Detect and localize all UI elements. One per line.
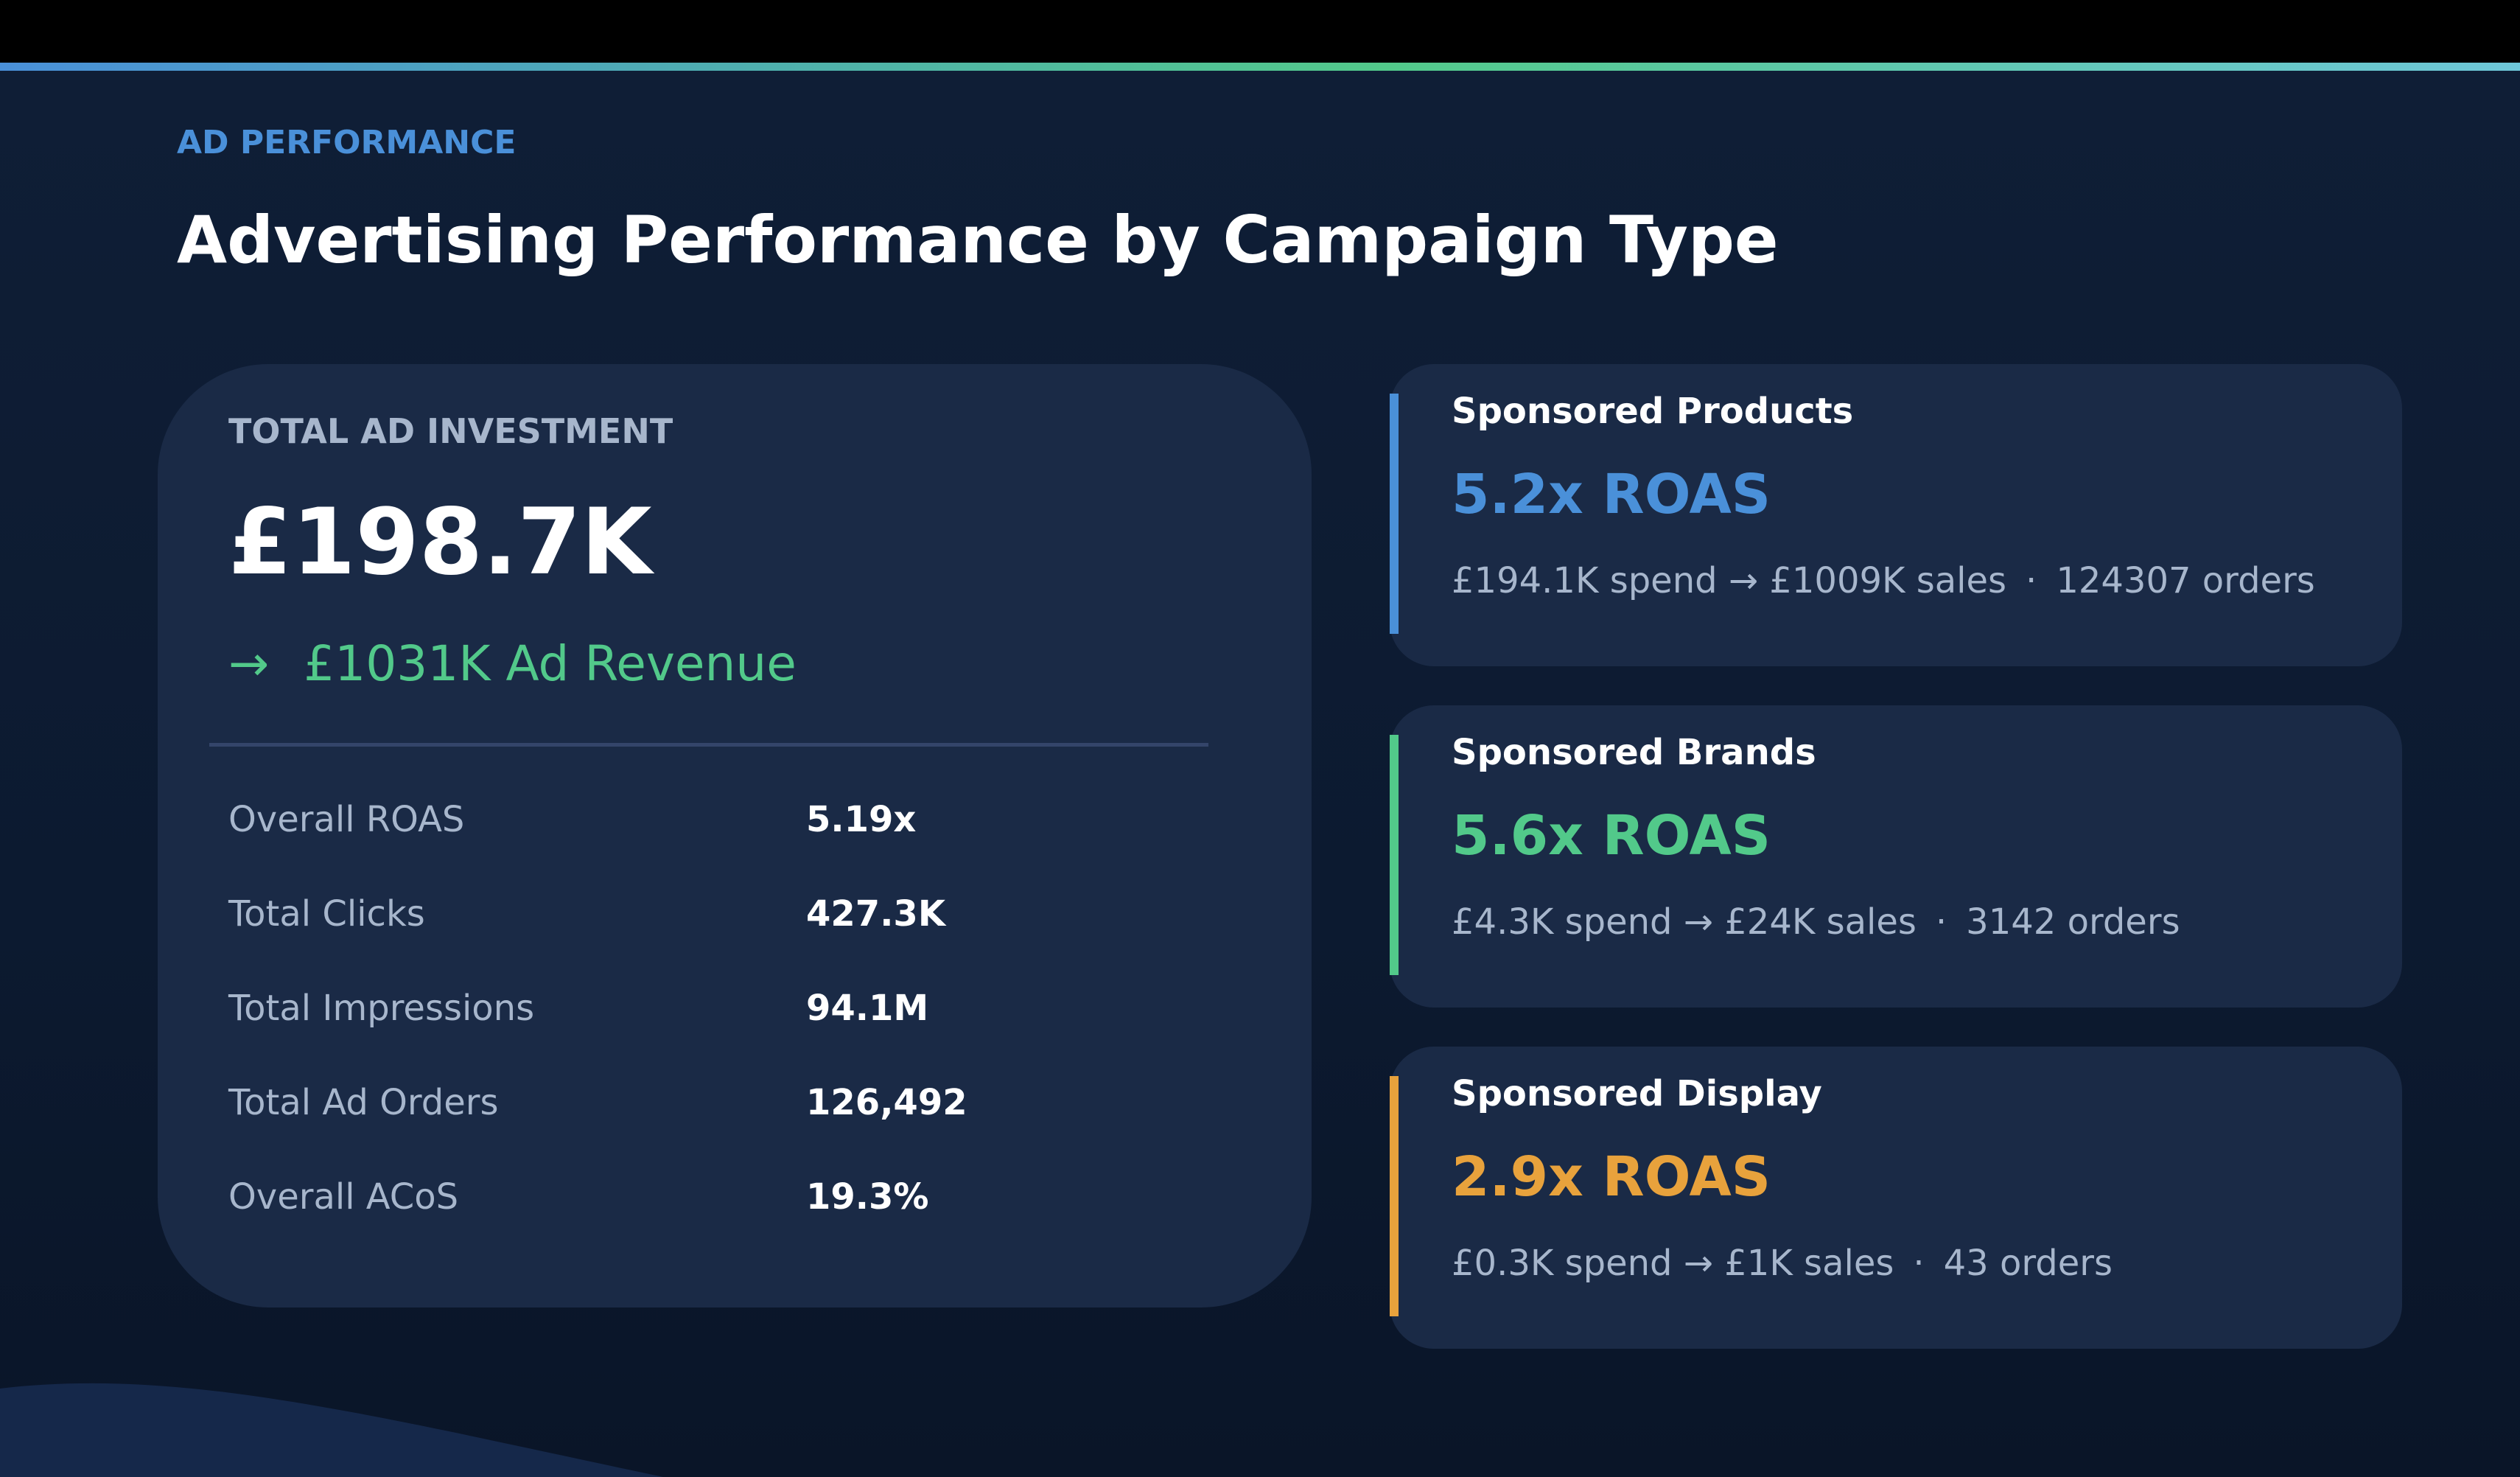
campaign-orders: 43 orders — [1943, 1243, 2113, 1284]
total-investment-card: TOTAL AD INVESTMENT £198.7K → £1031K Ad … — [158, 364, 1312, 1307]
campaign-spend-sales: £194.1K spend → £1009K sales — [1452, 560, 2007, 601]
metric-value: 126,492 — [806, 1082, 967, 1123]
metric-row-overall-roas: Overall ROAS 5.19x — [228, 799, 1186, 858]
accent-gradient-line — [0, 63, 2520, 71]
metric-row-total-impressions: Total Impressions 94.1M — [228, 988, 1186, 1047]
campaign-name: Sponsored Display — [1452, 1073, 1822, 1114]
ad-revenue-line: → £1031K Ad Revenue — [228, 635, 797, 692]
slide-canvas: AD PERFORMANCE Advertising Performance b… — [0, 71, 2520, 1477]
metric-label: Overall ACoS — [228, 1176, 459, 1218]
campaign-roas: 5.2x ROAS — [1452, 463, 1771, 526]
campaign-accent-bar — [1390, 735, 1399, 975]
metric-label: Total Ad Orders — [228, 1082, 499, 1123]
section-eyebrow: AD PERFORMANCE — [177, 124, 517, 161]
metric-label: Overall ROAS — [228, 799, 465, 840]
campaign-card-sponsored-brands: Sponsored Brands 5.6x ROAS £4.3K spend →… — [1390, 705, 2402, 1008]
campaign-orders: 124307 orders — [2056, 560, 2315, 601]
campaign-roas: 2.9x ROAS — [1452, 1145, 1771, 1209]
page-title: Advertising Performance by Campaign Type — [177, 202, 1779, 278]
ad-revenue-text: £1031K Ad Revenue — [304, 635, 797, 692]
campaign-name: Sponsored Brands — [1452, 732, 1816, 773]
campaign-name: Sponsored Products — [1452, 391, 1854, 432]
campaign-card-sponsored-display: Sponsored Display 2.9x ROAS £0.3K spend … — [1390, 1047, 2402, 1349]
campaign-accent-bar — [1390, 394, 1399, 634]
metric-value: 19.3% — [806, 1176, 929, 1218]
total-investment-value: £198.7K — [228, 489, 652, 596]
metric-row-overall-acos: Overall ACoS 19.3% — [228, 1176, 1186, 1235]
campaign-spend-sales: £0.3K spend → £1K sales — [1452, 1243, 1894, 1284]
campaign-roas: 5.6x ROAS — [1452, 804, 1771, 867]
separator-dot: · — [1913, 1243, 1925, 1284]
top-black-bar — [0, 0, 2520, 63]
arrow-right-icon: → — [228, 635, 270, 692]
metric-row-total-ad-orders: Total Ad Orders 126,492 — [228, 1082, 1186, 1141]
metric-value: 5.19x — [806, 799, 917, 840]
separator-dot: · — [2026, 560, 2037, 601]
summary-divider — [209, 743, 1208, 747]
campaign-card-sponsored-products: Sponsored Products 5.2x ROAS £194.1K spe… — [1390, 364, 2402, 666]
decorative-corner-wave — [0, 1383, 663, 1477]
campaign-detail: £4.3K spend → £24K sales · 3142 orders — [1452, 901, 2180, 943]
metric-value: 427.3K — [806, 893, 946, 935]
metric-value: 94.1M — [806, 988, 929, 1029]
campaign-orders: 3142 orders — [1966, 901, 2180, 943]
campaign-detail: £0.3K spend → £1K sales · 43 orders — [1452, 1243, 2113, 1284]
metric-row-total-clicks: Total Clicks 427.3K — [228, 893, 1186, 952]
campaign-spend-sales: £4.3K spend → £24K sales — [1452, 901, 1917, 943]
separator-dot: · — [1935, 901, 1947, 943]
campaign-accent-bar — [1390, 1076, 1399, 1316]
total-investment-label: TOTAL AD INVESTMENT — [228, 411, 673, 451]
metric-label: Total Clicks — [228, 893, 425, 935]
metric-label: Total Impressions — [228, 988, 535, 1029]
campaign-detail: £194.1K spend → £1009K sales · 124307 orde… — [1452, 560, 2315, 601]
